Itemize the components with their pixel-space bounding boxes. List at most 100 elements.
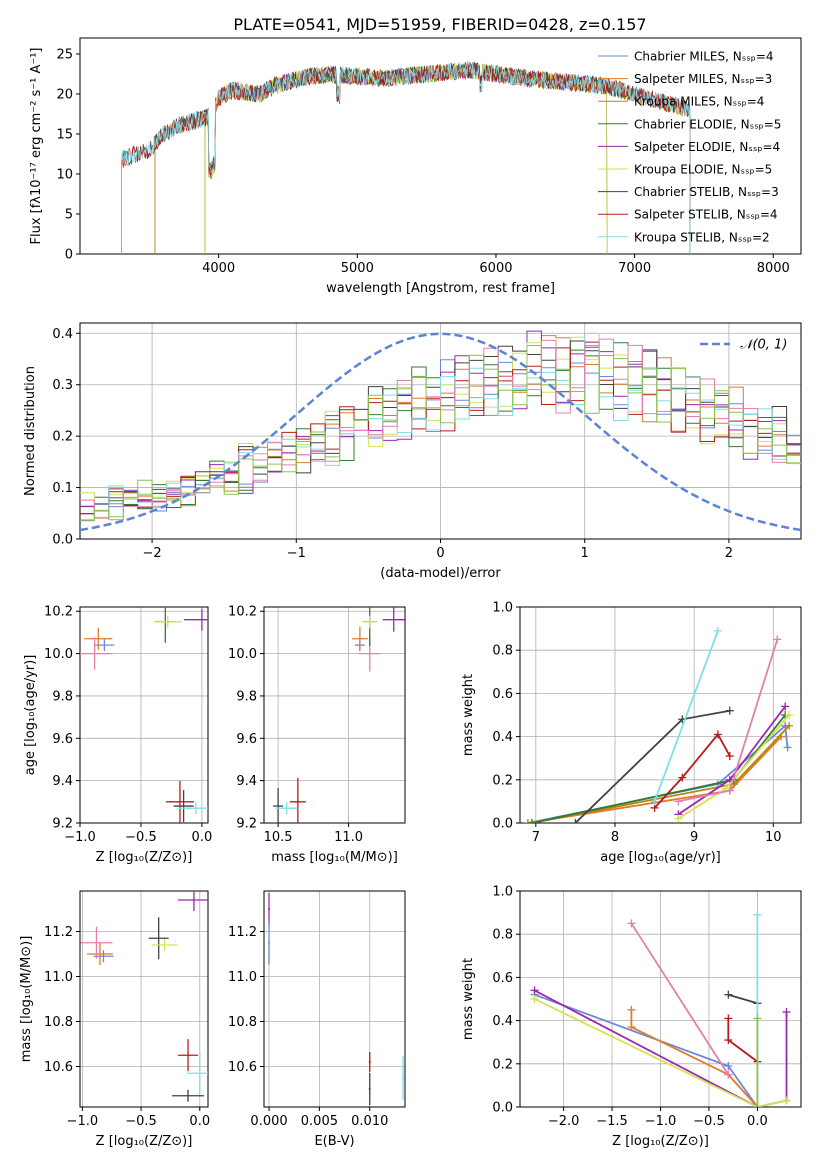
y-tick-label: 10.0 [44,647,73,662]
y-tick-label: 10 [56,168,73,183]
x-tick-label: 10.5 [264,830,293,845]
y-tick-label: 9.8 [52,689,73,704]
y-tick-label: 0.1 [52,481,73,496]
legend-entry: 𝒩(0, 1) [740,338,787,353]
weight-line [727,1018,758,1063]
weight-line [653,732,731,809]
weight-line [534,998,787,1107]
y-axis-label: age [log₁₀(age/yr)] [23,655,38,776]
x-tick-label: 11.0 [334,830,363,845]
y-tick-label: 9.4 [52,774,73,789]
y-tick-label: 0.4 [492,1014,513,1029]
spectrum-line [121,61,691,254]
data-layer [273,607,405,823]
weight-line [678,639,779,803]
y-axis-label: Normed distribution [23,366,38,496]
legend-entry: Kroupa STELIB, Nₛₛₚ=2 [634,230,770,244]
x-tick-label: 0.0 [747,1114,768,1129]
histogram-step [80,345,801,522]
plot-frame [263,890,406,1108]
x-tick-label: 10 [765,830,782,845]
grid [520,890,801,1108]
grid [520,606,801,824]
x-tick-label: 4000 [202,261,235,276]
weight-line [574,709,730,823]
x-tick-label: 7000 [618,261,651,276]
legend-entry: Kroupa MILES, Nₛₛₚ=4 [634,95,764,109]
weight-line [630,922,730,1076]
weight-line [630,1009,759,1107]
weight-line [653,630,719,802]
y-axis-label: Flux [fλ10⁻¹⁷ erg cm⁻² s⁻¹ A⁻¹] [29,48,44,245]
y-tick-label: 0 [65,248,73,263]
y-tick-label: 10.2 [228,605,257,620]
y-tick-label: 11.2 [44,925,73,940]
age-vs-mass-panel: 10.5 11.0 9.2 9.4 9.6 9.8 10.0 10.2 mass [log₁₀(… [228,605,406,865]
y-tick-label: 10.8 [44,1015,73,1030]
legend-entry: Salpeter STELIB, Nₛₛₚ=4 [634,208,778,222]
spectrum-panel: 4000 5000 6000 7000 8000 0 5 10 15 20 25 wavelength… [29,37,802,296]
plot-frame [79,606,209,824]
x-tick-label: −1.0 [64,830,96,845]
x-tick-label: 9 [690,830,698,845]
x-axis-label: mass [log₁₀(M/M⊙)] [271,850,398,865]
x-axis-label: age [log₁₀(age/yr)] [600,850,721,865]
mass-weight-vs-age-panel: 7 8 9 10 0.0 0.2 0.4 0.6 0.8 1.0 age [log₁₀(age/yr… [461,601,802,865]
y-tick-label: 5 [65,208,73,223]
x-tick-label: 8000 [757,261,790,276]
data-layer [80,891,208,1102]
y-tick-label: 9.6 [52,732,73,747]
x-axis-label: Z [log₁₀(Z/Z⊙)] [612,1134,709,1149]
x-tick-label: −2 [143,546,162,561]
grid [264,607,405,824]
residual-histogram-panel: −2 −1 0 1 2 0.0 0.1 0.2 0.3 0.4 (data-model)/error… [23,322,802,581]
y-tick-label: 0.0 [52,533,73,548]
data-layer [268,893,404,1105]
plot-frame [519,606,802,824]
y-tick-label: 0.2 [492,773,513,788]
plot-frame [263,606,406,824]
x-tick-label: 0.000 [250,1114,287,1129]
y-tick-label: 10.6 [228,1060,257,1075]
data-layer [523,626,794,823]
y-tick-label: 25 [56,48,73,63]
x-tick-label: −1.5 [596,1114,628,1129]
y-axis-label: mass weight [461,674,476,756]
x-tick-label: −1.0 [67,1114,99,1129]
x-axis-label: (data-model)/error [380,566,501,581]
x-tick-label: 1 [581,546,589,561]
mass-vs-metallicity-panel: −1.0 −0.5 0.0 10.6 10.8 11.0 11.2 Z [log₁₀(Z/Z⊙… [19,890,210,1149]
x-tick-label: −0.5 [125,1114,157,1129]
x-tick-label: 0 [436,546,444,561]
y-tick-label: 0.2 [492,1057,513,1072]
grid [264,891,405,1107]
x-tick-label: 0.0 [192,830,213,845]
legend-entry: Chabrier STELIB, Nₛₛₚ=3 [634,185,779,199]
age-vs-metallicity-panel: −1.0 −0.5 0.0 9.2 9.4 9.6 9.8 10.0 10.2 Z [log₁₀(… [23,605,213,865]
y-tick-label: 0.3 [52,378,73,393]
plot-frame [79,37,802,255]
y-tick-label: 0.8 [492,644,513,659]
mass-vs-ebv-panel: 0.000 0.005 0.010 10.6 10.8 11.0 11.2 E(B-V) [228,890,406,1149]
y-tick-label: 0.2 [52,430,73,445]
x-tick-label: 0.0 [189,1114,210,1129]
x-tick-label: 0.005 [301,1114,338,1129]
legend: Chabrier MILES, Nₛₛₚ=4 Salpeter MILES, Nₛ… [598,50,781,244]
x-tick-label: −0.5 [693,1114,725,1129]
x-tick-label: −1 [287,546,306,561]
y-tick-label: 9.2 [52,817,73,832]
y-tick-label: 20 [56,88,73,103]
y-tick-label: 0.6 [492,971,513,986]
data-layer [80,607,208,823]
spectrum-line [121,60,691,254]
figure-title: PLATE=0541, MJD=51959, FIBERID=0428, z=0… [233,15,646,34]
x-axis-label: Z [log₁₀(Z/Z⊙)] [96,1134,193,1149]
y-tick-label: 11.0 [228,970,257,985]
y-tick-label: 11.2 [228,925,257,940]
plot-frame [79,890,209,1108]
y-axis-label: mass [log₁₀(M/M⊙)] [19,936,34,1063]
x-tick-label: 0.010 [351,1114,388,1129]
y-tick-label: 9.8 [236,689,257,704]
legend-entry: Salpeter MILES, Nₛₛₚ=3 [634,72,772,86]
